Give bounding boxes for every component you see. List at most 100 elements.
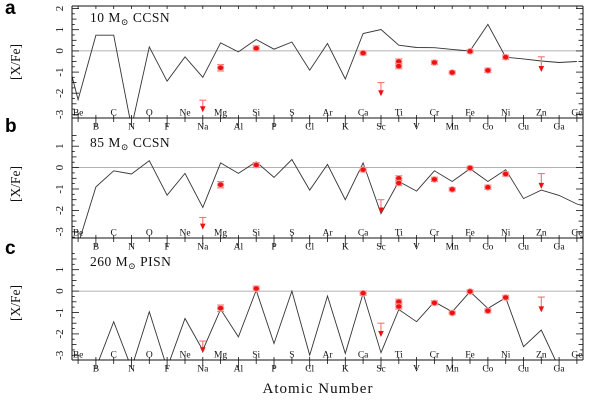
panel-c-title-type: PISN [136, 254, 172, 269]
data-point-Si [252, 161, 260, 169]
element-label-Ca: Ca [358, 229, 369, 239]
observed-point-Ni [501, 170, 510, 178]
element-label-Fe: Fe [465, 229, 475, 239]
element-label-Na: Na [197, 365, 209, 375]
panel-c-title: 260 M⊙ PISN [90, 254, 171, 272]
upper-limit-Na [199, 340, 207, 354]
element-label-P: P [271, 243, 276, 253]
y-tick-label: -3 [54, 109, 66, 119]
element-label-K: K [342, 123, 349, 133]
element-label-Cu: Cu [518, 243, 529, 253]
observed-point-Ca [359, 166, 367, 173]
data-point-Ti [395, 62, 403, 70]
element-label-Sc: Sc [376, 123, 386, 133]
element-label-Na: Na [197, 243, 209, 253]
y-tick-label: 0 [54, 288, 66, 294]
y-tick-label: -1 [54, 308, 66, 317]
element-label-Ga: Ga [554, 243, 566, 253]
y-tick-label: -3 [54, 227, 66, 237]
observed-point-Fe [466, 164, 474, 172]
element-label-V: V [413, 123, 420, 133]
element-label-O: O [146, 229, 153, 239]
element-label-Ge: Ge [571, 109, 582, 119]
element-label-F: F [164, 123, 169, 133]
element-label-S: S [289, 351, 294, 361]
data-point-Ca [359, 289, 367, 297]
element-label-Ar: Ar [322, 229, 333, 239]
panel-a-title-mass: 10 M [90, 10, 121, 25]
observed-point-Ni [501, 53, 510, 61]
element-label-Mn: Mn [446, 123, 459, 133]
data-point-Mg [216, 64, 225, 72]
upper-limit-Na [199, 99, 207, 113]
element-label-Ga: Ga [554, 365, 566, 375]
element-label-Al: Al [234, 243, 244, 253]
observed-point-Mn [448, 309, 456, 317]
y-tick-label: 2 [54, 6, 66, 12]
element-label-C: C [111, 351, 117, 361]
observed-point-Cr [430, 299, 439, 307]
y-tick-label: -2 [54, 329, 66, 338]
element-label-Cl: Cl [305, 243, 314, 253]
element-label-Zn: Zn [536, 109, 547, 119]
panel-b-title-mass: 85 M [90, 135, 121, 150]
element-label-Al: Al [234, 365, 244, 375]
observed-point-Si [252, 45, 260, 52]
data-point-Mn [448, 186, 456, 193]
down-arrow-icon [538, 66, 545, 72]
observed-point-Co [484, 184, 492, 191]
observed-point-Ca [359, 49, 367, 57]
data-point-Mn [448, 309, 456, 317]
panel-b-title: 85 M⊙ CCSN [90, 135, 170, 153]
element-label-Ne: Ne [179, 229, 190, 239]
element-label-P: P [271, 365, 276, 375]
element-label-Mg: Mg [214, 351, 227, 361]
panel-b: 1 0 -1 -2 -3 Be C O Ne Mg Si S Ar Ca Ti Cr Fe Ni Zn Ge B N F Na… [54, 135, 583, 253]
data-point-Ni [501, 53, 510, 61]
data-point-Mn [448, 69, 456, 76]
upper-limit-Sc [377, 82, 385, 97]
element-label-Si: Si [252, 109, 260, 119]
element-label-Sc: Sc [376, 365, 386, 375]
data-point-Co [484, 184, 492, 191]
data-point-Ca [359, 49, 367, 57]
observed-point-Mn [448, 69, 456, 76]
element-label-Fe: Fe [465, 109, 475, 119]
element-label-V: V [413, 365, 420, 375]
element-label-N: N [128, 243, 135, 253]
element-label-Cr: Cr [430, 109, 440, 119]
element-label-Be: Be [73, 109, 84, 119]
element-label-Ge: Ge [571, 351, 582, 361]
element-label-Ca: Ca [358, 109, 369, 119]
down-arrow-icon [199, 347, 206, 354]
element-label-Ar: Ar [322, 351, 333, 361]
element-label-Ni: Ni [501, 229, 511, 239]
element-label-Ni: Ni [501, 109, 511, 119]
element-label-Cl: Cl [305, 365, 314, 375]
element-label-O: O [146, 351, 153, 361]
observed-point-Mn [448, 186, 456, 193]
element-label-B: B [93, 243, 99, 253]
observed-point-Mg [216, 304, 225, 312]
y-tick-label: -3 [54, 350, 66, 360]
y-tick-label: 0 [54, 164, 66, 170]
element-label-C: C [111, 109, 117, 119]
element-label-Be: Be [73, 229, 84, 239]
element-label-Cr: Cr [430, 229, 440, 239]
observed-point-Mg [216, 181, 225, 189]
panel-a-letter: a [5, 0, 16, 19]
observed-point-Fe [466, 288, 474, 295]
element-label-Cl: Cl [305, 123, 314, 133]
data-point-Si [252, 45, 260, 52]
y-axis-label-b: [X/Fe] [8, 166, 23, 202]
element-label-O: O [146, 109, 153, 119]
element-label-N: N [128, 365, 135, 375]
element-label-Sc: Sc [376, 243, 386, 253]
down-arrow-icon [199, 223, 206, 230]
down-arrow-icon [199, 106, 206, 113]
data-point-Fe [466, 288, 474, 295]
element-label-V: V [413, 243, 420, 253]
y-tick-label: 0 [54, 48, 66, 54]
